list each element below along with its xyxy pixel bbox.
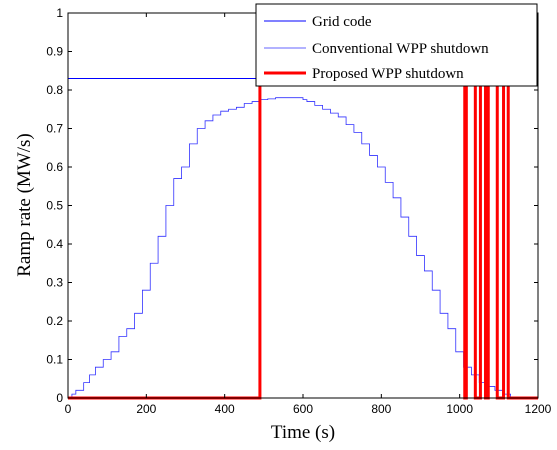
y-axis-title: Ramp rate (MW/s) [14, 133, 35, 277]
legend-label-proposed: Proposed WPP shutdown [312, 66, 464, 82]
y-tick-label-0.9: 0.9 [46, 45, 63, 59]
x-tick-label-0: 0 [65, 402, 72, 416]
x-axis: 0 200 400 600 800 1000 1200 [65, 13, 552, 416]
x-tick-label-1200: 1200 [525, 402, 552, 416]
y-tick-label-0.1: 0.1 [46, 353, 63, 367]
legend-label-grid-code: Grid code [312, 14, 372, 30]
y-tick-label-0.2: 0.2 [46, 314, 63, 328]
y-tick-label-0.7: 0.7 [46, 122, 63, 136]
y-tick-label-0.6: 0.6 [46, 160, 63, 174]
x-tick-label-400: 400 [215, 402, 235, 416]
x-tick-label-200: 200 [136, 402, 156, 416]
legend-label-conventional: Conventional WPP shutdown [312, 41, 489, 57]
x-tick-label-1000: 1000 [446, 402, 473, 416]
y-axis: 0 0.1 0.2 0.3 0.4 0.5 0.6 0.7 0.8 0.9 1 [46, 6, 538, 405]
y-tick-label-0.3: 0.3 [46, 276, 63, 290]
y-tick-label-0: 0 [56, 391, 63, 405]
legend: Grid code Conventional WPP shutdown Prop… [255, 3, 538, 87]
x-tick-label-800: 800 [371, 402, 391, 416]
y-tick-label-0.5: 0.5 [46, 199, 63, 213]
x-axis-title: Time (s) [271, 422, 335, 443]
y-tick-label-1: 1 [56, 6, 63, 20]
y-tick-label-0.4: 0.4 [46, 237, 63, 251]
x-tick-label-600: 600 [293, 402, 313, 416]
y-tick-label-0.8: 0.8 [46, 83, 63, 97]
series-conventional-wpp-shutdown [68, 97, 538, 399]
